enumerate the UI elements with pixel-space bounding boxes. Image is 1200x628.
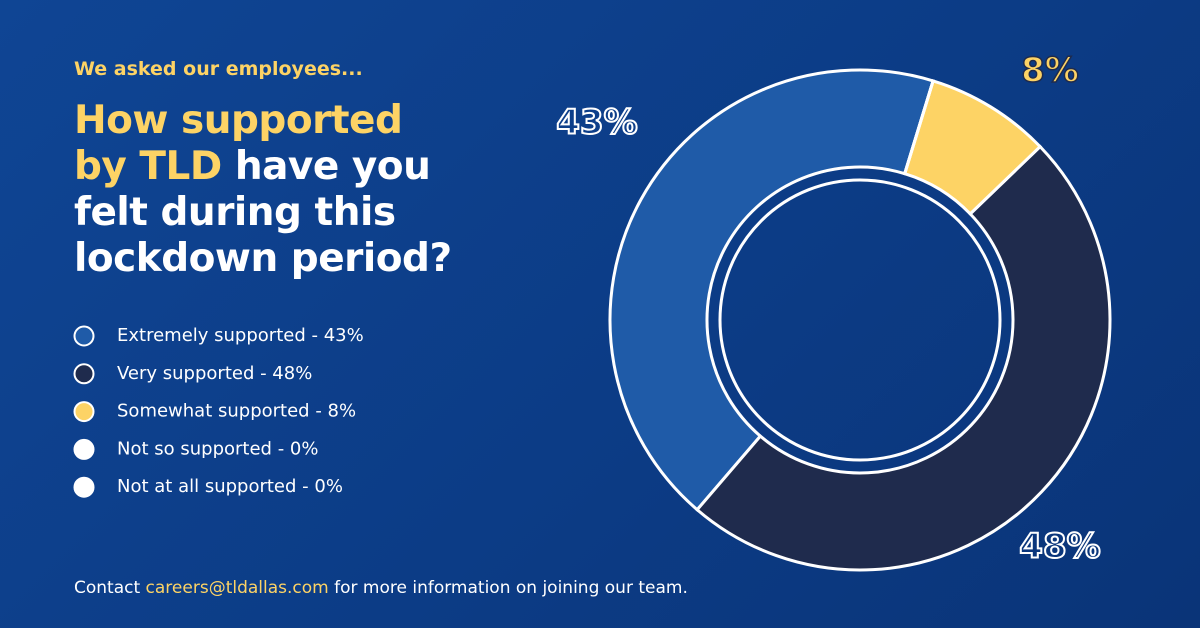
data-label: 8% xyxy=(1021,51,1079,91)
legend-marker xyxy=(73,438,95,460)
legend-label: Extremely supported - 43% xyxy=(117,325,364,346)
intro: We asked our employees... xyxy=(74,58,363,80)
footer-text: for more information on joining our team… xyxy=(328,578,688,598)
donut-segment xyxy=(903,80,935,175)
heading-line: felt during this xyxy=(74,190,452,236)
legend-marker xyxy=(73,363,95,385)
heading-text: felt during this xyxy=(74,190,396,235)
email-link[interactable]: careers@tldallas.com xyxy=(145,578,329,598)
heading-line: lockdown period? xyxy=(74,236,452,282)
legend-label: Very supported - 48% xyxy=(117,363,312,384)
legend-marker xyxy=(73,401,95,423)
legend-label: Not at all supported - 0% xyxy=(117,476,343,497)
data-label: 48% xyxy=(1019,527,1100,567)
legend-label: Not so supported - 0% xyxy=(117,438,318,459)
footer-text: Contact xyxy=(74,578,146,598)
legend-label: Somewhat supported - 8% xyxy=(117,401,356,422)
donut-segment xyxy=(695,144,1112,572)
heading-text: by TLD xyxy=(74,144,222,189)
heading-line: by TLD have you xyxy=(74,144,452,190)
donut-segment xyxy=(608,68,935,512)
footer: Contact careers@tldallas.com for more in… xyxy=(74,578,688,598)
data-label: 43% xyxy=(556,103,637,143)
legend-marker xyxy=(73,476,95,498)
heading-text: lockdown period? xyxy=(74,236,452,281)
inner-ring xyxy=(718,178,1002,462)
heading-line: How supported xyxy=(74,98,452,144)
heading: How supported by TLD have you felt durin… xyxy=(74,98,452,282)
legend-marker xyxy=(73,325,95,347)
donut-segment xyxy=(902,79,1043,217)
heading-text: How supported xyxy=(74,98,403,143)
heading-text: have you xyxy=(221,144,431,189)
